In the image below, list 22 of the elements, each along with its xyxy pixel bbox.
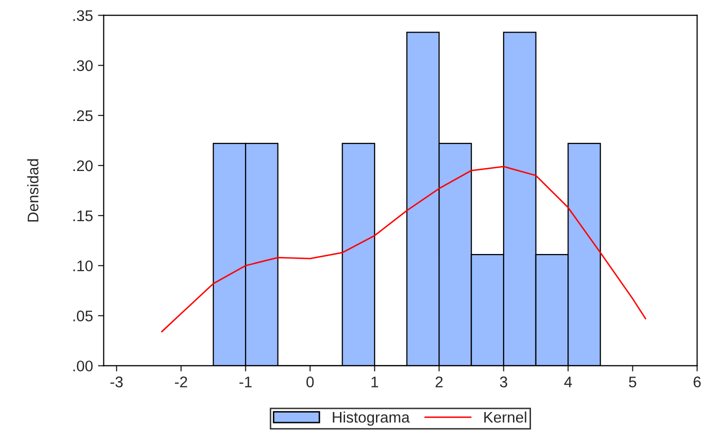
y-axis-title: Densidad <box>27 159 38 222</box>
x-tick-label: 4 <box>564 376 572 388</box>
x-tick-label: -1 <box>239 376 252 388</box>
y-tick-label: .00 <box>73 360 93 372</box>
x-tick-label: -3 <box>110 376 123 388</box>
y-tick-label: .05 <box>73 310 93 322</box>
y-tick-label: .25 <box>73 110 93 122</box>
x-tick-label: 0 <box>306 376 314 388</box>
x-tick-label: 3 <box>500 376 508 388</box>
x-tick-label: -2 <box>174 376 188 388</box>
x-tick-label: 1 <box>372 376 378 388</box>
legend-label: Kernel <box>484 411 526 423</box>
y-tick-label: .10 <box>73 260 93 272</box>
y-tick-label: .35 <box>73 10 93 22</box>
y-tick-label: .30 <box>73 60 93 72</box>
y-tick-label: .15 <box>73 210 93 222</box>
legend-label: Histograma <box>332 411 410 426</box>
line-series <box>161 166 646 332</box>
x-tick-label: 2 <box>436 376 443 388</box>
x-tick-label: 5 <box>628 376 636 388</box>
x-tick-label: 6 <box>694 376 701 388</box>
y-tick-label: .20 <box>73 160 93 172</box>
